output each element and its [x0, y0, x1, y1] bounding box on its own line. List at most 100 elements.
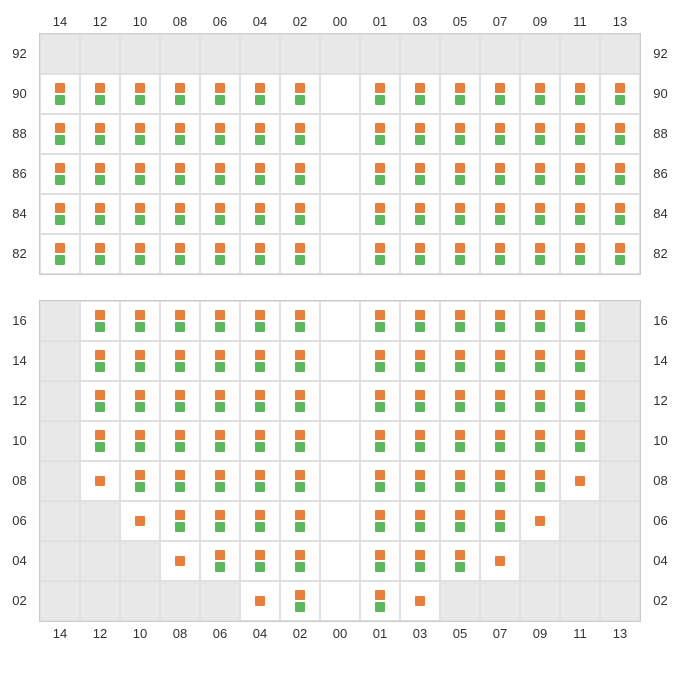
seat-cell[interactable] [600, 194, 640, 234]
seat-cell[interactable] [160, 381, 200, 421]
seat-cell[interactable] [200, 541, 240, 581]
seat-cell[interactable] [440, 501, 480, 541]
seat-cell[interactable] [320, 541, 360, 581]
seat-cell[interactable] [360, 341, 400, 381]
seat-cell[interactable] [320, 301, 360, 341]
seat-cell[interactable] [600, 154, 640, 194]
seat-cell[interactable] [120, 301, 160, 341]
seat-cell[interactable] [40, 154, 80, 194]
seat-cell[interactable] [360, 154, 400, 194]
seat-cell[interactable] [360, 581, 400, 621]
seat-cell[interactable] [320, 341, 360, 381]
seat-cell[interactable] [80, 421, 120, 461]
seat-cell[interactable] [120, 461, 160, 501]
seat-cell[interactable] [120, 194, 160, 234]
seat-cell[interactable] [240, 381, 280, 421]
seat-cell[interactable] [440, 381, 480, 421]
seat-cell[interactable] [320, 154, 360, 194]
seat-cell[interactable] [240, 74, 280, 114]
seat-cell[interactable] [520, 461, 560, 501]
seat-cell[interactable] [480, 234, 520, 274]
seat-cell[interactable] [280, 541, 320, 581]
seat-cell[interactable] [360, 301, 400, 341]
seat-cell[interactable] [520, 341, 560, 381]
seat-cell[interactable] [120, 501, 160, 541]
seat-cell[interactable] [240, 541, 280, 581]
seat-cell[interactable] [400, 581, 440, 621]
seat-cell[interactable] [520, 381, 560, 421]
seat-cell[interactable] [80, 154, 120, 194]
seat-cell[interactable] [400, 461, 440, 501]
seat-cell[interactable] [440, 234, 480, 274]
seat-cell[interactable] [400, 234, 440, 274]
seat-cell[interactable] [520, 194, 560, 234]
seat-cell[interactable] [440, 421, 480, 461]
seat-cell[interactable] [480, 154, 520, 194]
seat-cell[interactable] [80, 381, 120, 421]
seat-cell[interactable] [600, 234, 640, 274]
seat-cell[interactable] [120, 74, 160, 114]
seat-cell[interactable] [200, 194, 240, 234]
seat-cell[interactable] [320, 194, 360, 234]
seat-cell[interactable] [200, 341, 240, 381]
seat-cell[interactable] [440, 341, 480, 381]
seat-cell[interactable] [240, 154, 280, 194]
seat-cell[interactable] [160, 341, 200, 381]
seat-cell[interactable] [280, 501, 320, 541]
seat-cell[interactable] [200, 461, 240, 501]
seat-cell[interactable] [400, 341, 440, 381]
seat-cell[interactable] [560, 194, 600, 234]
seat-cell[interactable] [360, 114, 400, 154]
seat-cell[interactable] [400, 74, 440, 114]
seat-cell[interactable] [360, 461, 400, 501]
seat-cell[interactable] [320, 461, 360, 501]
seat-cell[interactable] [480, 341, 520, 381]
seat-cell[interactable] [520, 74, 560, 114]
seat-cell[interactable] [360, 541, 400, 581]
seat-cell[interactable] [520, 421, 560, 461]
seat-cell[interactable] [240, 421, 280, 461]
seat-cell[interactable] [240, 461, 280, 501]
seat-cell[interactable] [320, 381, 360, 421]
seat-cell[interactable] [400, 154, 440, 194]
seat-cell[interactable] [160, 194, 200, 234]
seat-cell[interactable] [440, 301, 480, 341]
seat-cell[interactable] [400, 421, 440, 461]
seat-cell[interactable] [520, 154, 560, 194]
seat-cell[interactable] [320, 581, 360, 621]
seat-cell[interactable] [160, 421, 200, 461]
seat-cell[interactable] [480, 381, 520, 421]
seat-cell[interactable] [240, 194, 280, 234]
seat-cell[interactable] [240, 114, 280, 154]
seat-cell[interactable] [520, 501, 560, 541]
seat-cell[interactable] [280, 154, 320, 194]
seat-cell[interactable] [400, 501, 440, 541]
seat-cell[interactable] [280, 114, 320, 154]
seat-cell[interactable] [40, 74, 80, 114]
seat-cell[interactable] [280, 301, 320, 341]
seat-cell[interactable] [80, 74, 120, 114]
seat-cell[interactable] [560, 461, 600, 501]
seat-cell[interactable] [80, 114, 120, 154]
seat-cell[interactable] [160, 154, 200, 194]
seat-cell[interactable] [200, 501, 240, 541]
seat-cell[interactable] [480, 301, 520, 341]
seat-cell[interactable] [160, 114, 200, 154]
seat-cell[interactable] [440, 114, 480, 154]
seat-cell[interactable] [560, 341, 600, 381]
seat-cell[interactable] [440, 74, 480, 114]
seat-cell[interactable] [440, 154, 480, 194]
seat-cell[interactable] [240, 341, 280, 381]
seat-cell[interactable] [160, 301, 200, 341]
seat-cell[interactable] [320, 501, 360, 541]
seat-cell[interactable] [120, 154, 160, 194]
seat-cell[interactable] [360, 234, 400, 274]
seat-cell[interactable] [280, 194, 320, 234]
seat-cell[interactable] [360, 381, 400, 421]
seat-cell[interactable] [40, 194, 80, 234]
seat-cell[interactable] [360, 501, 400, 541]
seat-cell[interactable] [280, 74, 320, 114]
seat-cell[interactable] [280, 421, 320, 461]
seat-cell[interactable] [280, 341, 320, 381]
seat-cell[interactable] [440, 461, 480, 501]
